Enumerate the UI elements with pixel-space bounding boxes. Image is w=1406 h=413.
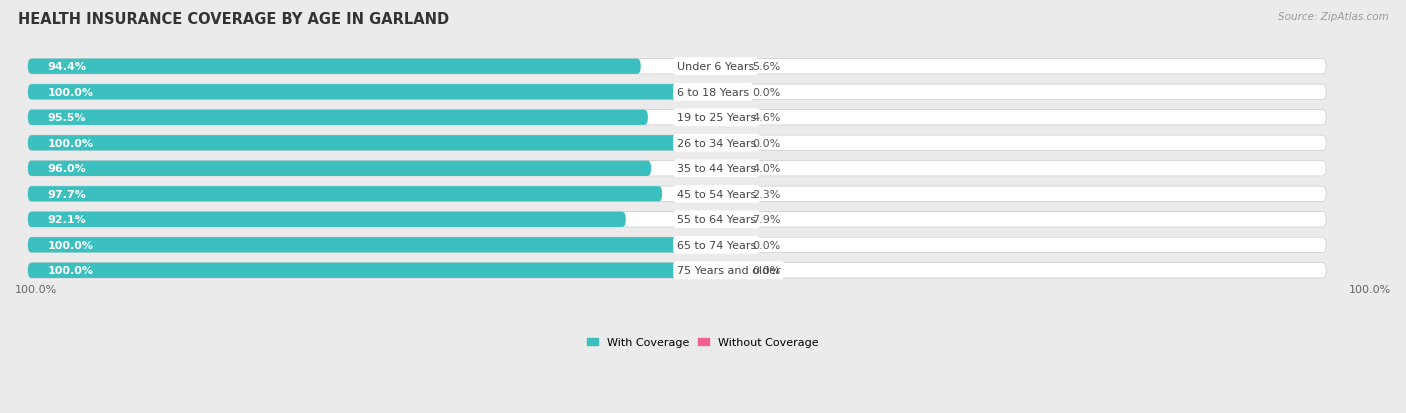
Text: 4.0%: 4.0%: [752, 164, 780, 174]
Text: 0.0%: 0.0%: [752, 240, 780, 250]
FancyBboxPatch shape: [678, 263, 742, 278]
Text: 75 Years and older: 75 Years and older: [678, 266, 780, 275]
FancyBboxPatch shape: [28, 161, 651, 176]
FancyBboxPatch shape: [28, 263, 678, 278]
Text: Source: ZipAtlas.com: Source: ZipAtlas.com: [1278, 12, 1389, 22]
FancyBboxPatch shape: [28, 110, 648, 126]
Text: 100.0%: 100.0%: [48, 138, 93, 148]
Text: Under 6 Years: Under 6 Years: [678, 62, 754, 72]
FancyBboxPatch shape: [28, 187, 1326, 202]
Text: 97.7%: 97.7%: [48, 189, 86, 199]
Text: 55 to 64 Years: 55 to 64 Years: [678, 215, 756, 225]
Text: 92.1%: 92.1%: [48, 215, 86, 225]
Text: 100.0%: 100.0%: [1348, 284, 1391, 294]
Text: 4.6%: 4.6%: [752, 113, 780, 123]
FancyBboxPatch shape: [678, 136, 742, 151]
FancyBboxPatch shape: [28, 85, 1326, 100]
FancyBboxPatch shape: [28, 136, 1326, 151]
Text: 45 to 54 Years: 45 to 54 Years: [678, 189, 756, 199]
FancyBboxPatch shape: [28, 263, 1326, 278]
FancyBboxPatch shape: [28, 110, 1326, 126]
Text: HEALTH INSURANCE COVERAGE BY AGE IN GARLAND: HEALTH INSURANCE COVERAGE BY AGE IN GARL…: [18, 12, 450, 27]
FancyBboxPatch shape: [28, 59, 641, 75]
Text: 35 to 44 Years: 35 to 44 Years: [678, 164, 756, 174]
FancyBboxPatch shape: [28, 136, 678, 151]
FancyBboxPatch shape: [678, 161, 742, 176]
Text: 95.5%: 95.5%: [48, 113, 86, 123]
FancyBboxPatch shape: [28, 237, 678, 253]
Text: 6 to 18 Years: 6 to 18 Years: [678, 88, 749, 97]
Text: 0.0%: 0.0%: [752, 138, 780, 148]
Text: 100.0%: 100.0%: [48, 88, 93, 97]
Text: 94.4%: 94.4%: [48, 62, 86, 72]
Text: 7.9%: 7.9%: [752, 215, 780, 225]
FancyBboxPatch shape: [28, 237, 1326, 253]
FancyBboxPatch shape: [678, 187, 742, 202]
Legend: With Coverage, Without Coverage: With Coverage, Without Coverage: [582, 333, 824, 352]
Text: 26 to 34 Years: 26 to 34 Years: [678, 138, 756, 148]
FancyBboxPatch shape: [28, 212, 1326, 228]
FancyBboxPatch shape: [678, 237, 742, 253]
Text: 0.0%: 0.0%: [752, 88, 780, 97]
FancyBboxPatch shape: [28, 212, 626, 228]
FancyBboxPatch shape: [678, 110, 742, 126]
FancyBboxPatch shape: [28, 187, 662, 202]
Text: 65 to 74 Years: 65 to 74 Years: [678, 240, 756, 250]
Text: 100.0%: 100.0%: [48, 266, 93, 275]
FancyBboxPatch shape: [28, 59, 1326, 75]
Text: 96.0%: 96.0%: [48, 164, 86, 174]
Text: 19 to 25 Years: 19 to 25 Years: [678, 113, 756, 123]
FancyBboxPatch shape: [28, 85, 678, 100]
Text: 0.0%: 0.0%: [752, 266, 780, 275]
FancyBboxPatch shape: [678, 212, 742, 228]
FancyBboxPatch shape: [28, 161, 1326, 176]
Text: 2.3%: 2.3%: [752, 189, 780, 199]
Text: 100.0%: 100.0%: [48, 240, 93, 250]
Text: 5.6%: 5.6%: [752, 62, 780, 72]
FancyBboxPatch shape: [678, 59, 742, 75]
FancyBboxPatch shape: [678, 85, 742, 100]
Text: 100.0%: 100.0%: [15, 284, 58, 294]
